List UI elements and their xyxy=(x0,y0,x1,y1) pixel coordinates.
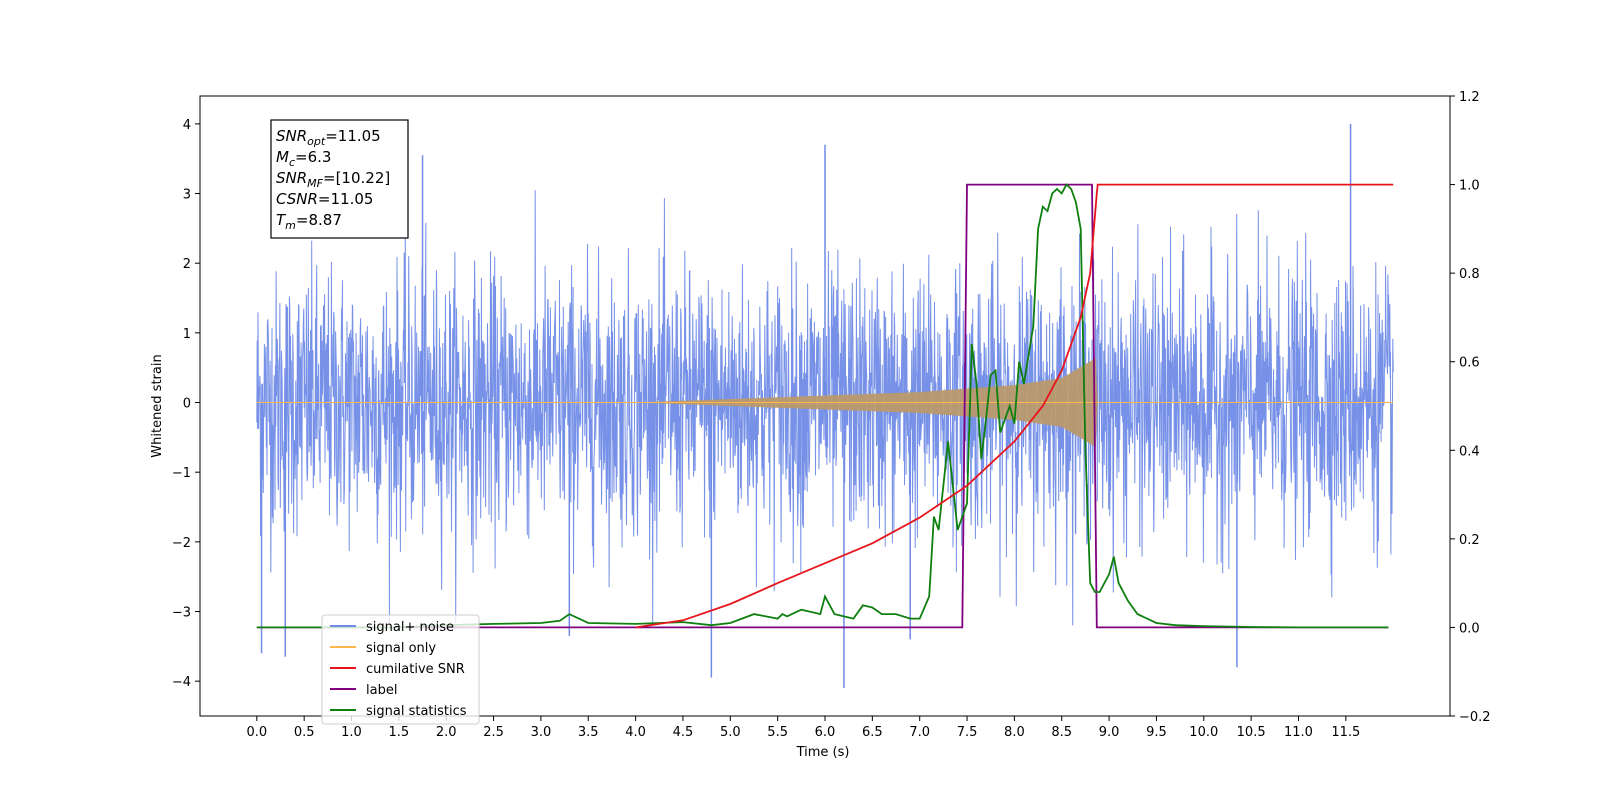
x-tick-label: 9.5 xyxy=(1146,725,1167,740)
y-tick-label: 1 xyxy=(183,327,191,342)
x-tick-label: 11.0 xyxy=(1284,725,1313,740)
x-axis-label: Time (s) xyxy=(796,745,850,760)
x-tick-label: 6.5 xyxy=(862,725,883,740)
legend: signal+ noise signal only cumilative SNR la… xyxy=(321,614,480,725)
y-axis-left: −4 −3 −2 −1 0 1 2 3 4 xyxy=(172,118,200,690)
x-tick-label: 0.0 xyxy=(246,725,267,740)
y-axis-right: −0.2 0.0 0.2 0.4 0.6 0.8 1.0 1.2 xyxy=(1450,90,1491,725)
annotation-line: SNRMF=[10.22] xyxy=(276,169,390,190)
y-tick-label: −4 xyxy=(172,675,191,690)
series-cumulative-snr-line xyxy=(635,183,1394,629)
x-tick-label: 1.5 xyxy=(389,725,410,740)
annotation-line: CSNR=11.05 xyxy=(276,190,373,208)
y2-tick-label: 1.2 xyxy=(1459,90,1480,105)
x-tick-label: 8.5 xyxy=(1051,725,1072,740)
y-tick-label: −3 xyxy=(172,606,191,621)
x-tick-label: 2.0 xyxy=(436,725,457,740)
y-tick-label: 2 xyxy=(183,257,191,272)
y-tick-label: 4 xyxy=(183,118,191,133)
x-tick-label: 5.0 xyxy=(720,725,741,740)
x-tick-label: 6.0 xyxy=(815,725,836,740)
series-label-line xyxy=(256,183,1389,629)
x-tick-label: 2.5 xyxy=(483,725,504,740)
y2-tick-label: −0.2 xyxy=(1459,710,1491,725)
x-tick-label: 3.5 xyxy=(578,725,599,740)
y2-tick-label: 0.2 xyxy=(1459,533,1480,548)
annotation-box-frame xyxy=(270,119,409,239)
x-tick-label: 3.0 xyxy=(531,725,552,740)
x-tick-label: 0.5 xyxy=(294,725,315,740)
x-tick-label: 4.5 xyxy=(673,725,694,740)
x-tick-label: 11.5 xyxy=(1331,725,1360,740)
x-tick-label: 10.0 xyxy=(1189,725,1218,740)
x-tick-label: 10.5 xyxy=(1237,725,1266,740)
y2-tick-label: 0.6 xyxy=(1459,356,1480,371)
x-tick-label: 7.0 xyxy=(909,725,930,740)
y2-tick-label: 0.8 xyxy=(1459,267,1480,282)
x-tick-label: 8.0 xyxy=(1004,725,1025,740)
y-tick-label: −1 xyxy=(172,466,191,481)
annotation-line: SNRopt=11.05 xyxy=(276,127,381,148)
legend-label: signal+ noise xyxy=(366,620,454,635)
x-tick-label: 7.5 xyxy=(957,725,978,740)
y-axis-label: Whitened strain xyxy=(150,354,165,457)
series-signal-statistics-line xyxy=(256,183,1389,629)
y-tick-label: 3 xyxy=(183,188,191,203)
x-tick-label: 9.0 xyxy=(1099,725,1120,740)
y-tick-label: 0 xyxy=(183,397,191,412)
y2-tick-label: 0.4 xyxy=(1459,444,1480,459)
legend-label: signal only xyxy=(366,641,436,656)
legend-label: cumilative SNR xyxy=(366,662,465,677)
plot-area xyxy=(256,123,1394,689)
parameter-annotation-box: SNRopt=11.05Mc=6.3SNRMF=[10.22]CSNR=11.0… xyxy=(270,119,409,239)
legend-frame xyxy=(321,614,480,725)
y-tick-label: −2 xyxy=(172,536,191,551)
legend-label: label xyxy=(366,683,397,698)
annotation-line: Tm=8.87 xyxy=(276,211,342,232)
y2-tick-label: 0.0 xyxy=(1459,621,1480,636)
legend-label: signal statistics xyxy=(366,704,467,719)
x-tick-label: 5.5 xyxy=(767,725,788,740)
x-tick-label: 1.0 xyxy=(341,725,362,740)
y2-tick-label: 1.0 xyxy=(1459,179,1480,194)
x-tick-label: 4.0 xyxy=(625,725,646,740)
annotation-line: Mc=6.3 xyxy=(276,148,331,169)
x-axis: 0.0 0.5 1.0 1.5 2.0 2.5 3.0 3.5 4.0 4.5 5.0 5.5 6.0 6… xyxy=(246,716,1360,740)
